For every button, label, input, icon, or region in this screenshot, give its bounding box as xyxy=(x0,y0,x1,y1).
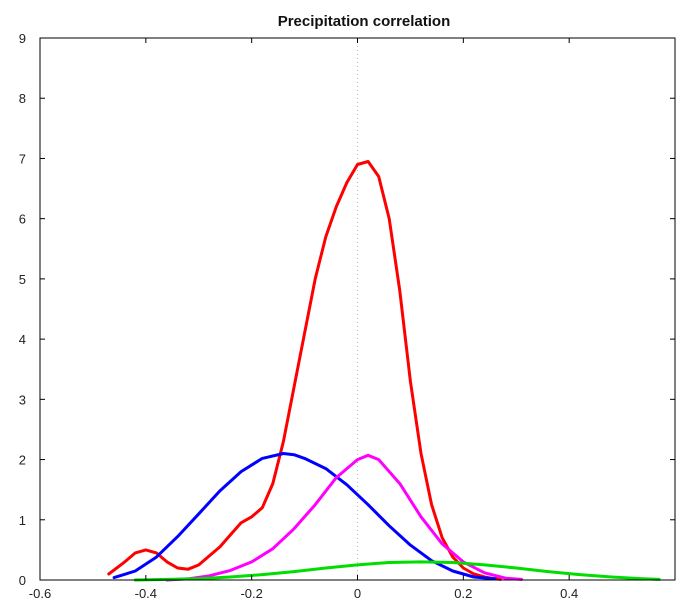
series-line-1 xyxy=(107,160,502,581)
y-tick-label: 4 xyxy=(19,332,26,347)
x-tick-label: 0.2 xyxy=(454,586,472,601)
x-tick-label: 0.4 xyxy=(560,586,578,601)
series-line-4 xyxy=(133,560,661,582)
x-tick-label: 0 xyxy=(354,586,361,601)
y-tick-label: 0 xyxy=(19,573,26,588)
y-tick-label: 8 xyxy=(19,91,26,106)
y-tick-label: 5 xyxy=(19,272,26,287)
x-tick-label: -0.6 xyxy=(29,586,51,601)
y-tick-label: 6 xyxy=(19,212,26,227)
y-tick-label: 9 xyxy=(19,31,26,46)
y-tick-label: 7 xyxy=(19,151,26,166)
y-tick-label: 2 xyxy=(19,453,26,468)
x-tick-label: -0.2 xyxy=(240,586,262,601)
chart-title: Precipitation correlation xyxy=(278,13,451,30)
series-line-2 xyxy=(112,452,497,581)
series-line-3 xyxy=(165,453,523,582)
x-tick-label: -0.4 xyxy=(135,586,157,601)
y-tick-label: 1 xyxy=(19,513,26,528)
y-tick-label: 3 xyxy=(19,392,26,407)
